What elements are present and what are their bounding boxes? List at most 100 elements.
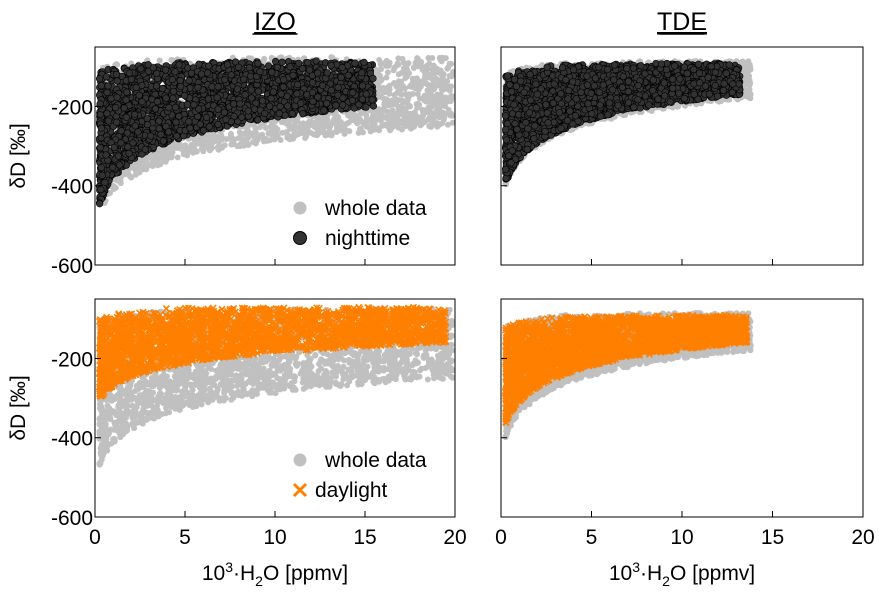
data-point bbox=[449, 93, 455, 100]
data-point bbox=[427, 71, 434, 78]
data-point bbox=[123, 88, 131, 96]
data-point bbox=[195, 60, 203, 68]
data-point bbox=[250, 105, 259, 113]
data-point bbox=[377, 61, 384, 68]
data-point bbox=[194, 83, 202, 92]
data-point bbox=[332, 128, 339, 135]
data-point bbox=[430, 80, 437, 87]
legend-entry-nighttime: nighttime bbox=[293, 227, 410, 250]
data-point bbox=[169, 94, 177, 102]
data-point bbox=[141, 145, 149, 153]
data-point bbox=[122, 113, 130, 121]
data-point bbox=[389, 115, 396, 122]
data-point bbox=[360, 58, 368, 66]
data-point bbox=[143, 166, 150, 173]
data-point bbox=[431, 114, 438, 121]
data-point bbox=[228, 141, 235, 148]
data-point bbox=[354, 120, 361, 127]
data-point bbox=[339, 94, 347, 102]
data-point bbox=[132, 83, 140, 92]
data-point bbox=[106, 189, 113, 196]
data-point bbox=[295, 59, 303, 67]
data-point bbox=[104, 82, 112, 90]
data-point bbox=[440, 98, 447, 105]
data-point bbox=[120, 104, 128, 112]
data-point bbox=[298, 64, 307, 73]
data-point bbox=[214, 105, 222, 113]
data-point bbox=[386, 102, 393, 109]
data-point bbox=[421, 73, 428, 80]
data-point bbox=[389, 107, 396, 114]
data-point bbox=[437, 56, 444, 63]
data-point bbox=[237, 143, 244, 150]
data-point bbox=[177, 82, 185, 91]
data-point bbox=[230, 100, 238, 108]
data-point bbox=[303, 133, 310, 140]
data-point bbox=[157, 130, 165, 138]
data-point bbox=[254, 87, 262, 95]
panel-top-right: TDE bbox=[500, 8, 864, 266]
data-point bbox=[410, 65, 417, 72]
data-point bbox=[262, 124, 269, 131]
data-point bbox=[218, 133, 225, 140]
data-point bbox=[152, 82, 161, 90]
data-point bbox=[328, 132, 335, 139]
data-point bbox=[275, 109, 283, 118]
data-point bbox=[436, 81, 443, 88]
data-point bbox=[278, 58, 286, 66]
data-point bbox=[383, 57, 390, 64]
data-point bbox=[351, 59, 359, 67]
data-point bbox=[240, 75, 248, 84]
data-point bbox=[334, 83, 342, 92]
data-point bbox=[201, 145, 208, 152]
data-point bbox=[381, 101, 388, 108]
data-point bbox=[159, 137, 168, 145]
data-point bbox=[338, 63, 346, 72]
data-point bbox=[268, 130, 275, 137]
legend-label: whole data bbox=[324, 197, 427, 220]
data-point bbox=[304, 58, 312, 67]
data-point bbox=[113, 118, 121, 126]
data-point bbox=[323, 99, 331, 107]
data-point bbox=[425, 54, 432, 61]
data-point bbox=[406, 117, 413, 124]
data-point bbox=[107, 94, 115, 103]
data-point bbox=[172, 118, 180, 126]
data-point bbox=[97, 164, 105, 172]
data-point bbox=[430, 86, 437, 93]
data-point bbox=[384, 108, 391, 115]
data-point bbox=[149, 163, 156, 170]
data-point bbox=[300, 120, 307, 127]
data-point bbox=[247, 94, 256, 102]
data-point bbox=[196, 136, 203, 143]
data-point bbox=[384, 69, 391, 76]
y-tick-label: -600 bbox=[51, 255, 93, 278]
data-point bbox=[335, 114, 342, 121]
legend-entry-whole-data: whole data bbox=[293, 197, 427, 220]
data-point bbox=[309, 97, 317, 106]
data-point bbox=[162, 66, 170, 74]
data-point bbox=[430, 65, 437, 72]
data-point bbox=[143, 120, 152, 129]
data-point bbox=[191, 136, 198, 143]
data-point bbox=[414, 104, 421, 111]
data-point bbox=[190, 147, 197, 154]
data-point bbox=[102, 151, 110, 159]
data-point bbox=[135, 91, 143, 99]
data-point bbox=[244, 107, 252, 115]
data-point bbox=[176, 144, 183, 151]
data-point bbox=[223, 61, 232, 69]
data-point bbox=[344, 120, 351, 127]
data-point bbox=[216, 142, 223, 149]
data-point bbox=[104, 117, 113, 125]
data-point bbox=[398, 78, 405, 85]
data-point bbox=[293, 90, 301, 98]
data-point bbox=[180, 91, 189, 100]
data-point bbox=[202, 113, 211, 122]
data-point bbox=[96, 200, 104, 208]
data-point bbox=[386, 82, 393, 89]
data-point bbox=[445, 106, 452, 113]
data-point bbox=[327, 86, 335, 95]
data-point bbox=[236, 129, 243, 136]
data-point bbox=[283, 128, 290, 135]
